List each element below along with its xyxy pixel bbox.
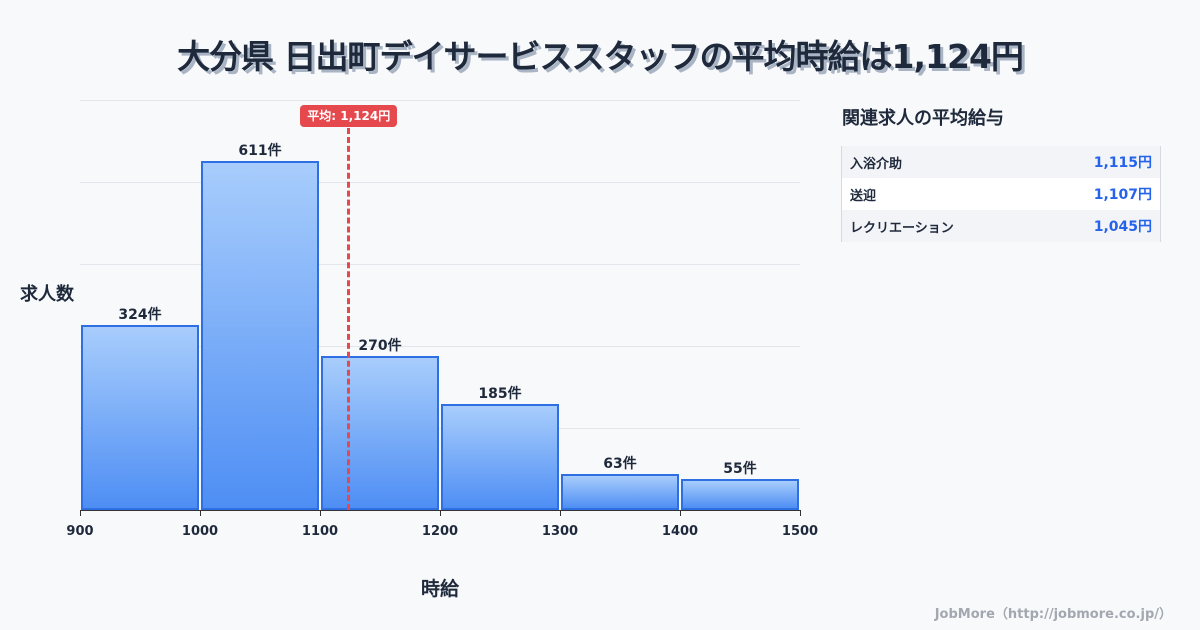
- related-salary-row: 入浴介助 1,115円: [842, 146, 1160, 178]
- histogram-bar: [321, 356, 439, 510]
- related-salary-title: 関連求人の平均給与: [842, 108, 1004, 129]
- bar-value-label: 270件: [358, 338, 402, 354]
- bar-value-label: 63件: [603, 456, 637, 472]
- mean-line: [347, 128, 351, 510]
- x-tick: [320, 510, 321, 516]
- page-title: 大分県 日出町デイサービススタッフの平均時給は1,124円: [177, 37, 1024, 76]
- histogram-chart: 求人数 324件 611件 270件 185件 63件 55件 900 1000 1100 12…: [20, 100, 818, 600]
- x-tick-label: 1500: [781, 524, 819, 539]
- bar-value-label: 611件: [238, 143, 282, 159]
- related-job-value: 1,045円: [1093, 219, 1152, 235]
- bar-value-label: 324件: [118, 307, 162, 323]
- x-tick-label: 1300: [541, 524, 579, 539]
- histogram-bar: [441, 404, 559, 510]
- mean-badge: 平均: 1,124円: [300, 105, 398, 127]
- x-tick: [440, 510, 441, 516]
- related-salary-table: 入浴介助 1,115円 送迎 1,107円 レクリエーション 1,045円: [841, 146, 1161, 242]
- x-tick-label: 1100: [301, 524, 339, 539]
- gridline: [80, 346, 800, 347]
- histogram-bar: [681, 479, 799, 510]
- x-tick-label: 1200: [421, 524, 459, 539]
- x-tick: [560, 510, 561, 516]
- x-tick: [200, 510, 201, 516]
- gridline: [80, 428, 800, 429]
- x-tick: [800, 510, 801, 516]
- x-tick: [80, 510, 81, 516]
- related-job-value: 1,115円: [1093, 155, 1152, 171]
- histogram-bar: [201, 161, 319, 510]
- histogram-bar: [561, 474, 679, 510]
- y-axis-label: 求人数: [20, 284, 74, 305]
- x-tick: [680, 510, 681, 516]
- footer-credit: JobMore（http://jobmore.co.jp/）: [934, 607, 1172, 622]
- gridline: [80, 264, 800, 265]
- gridline: [80, 100, 800, 101]
- x-tick-label: 900: [66, 524, 94, 539]
- related-job-name: 入浴介助: [850, 156, 903, 172]
- related-salary-row: レクリエーション 1,045円: [842, 210, 1160, 242]
- x-tick-label: 1400: [661, 524, 699, 539]
- bar-value-label: 185件: [478, 386, 522, 402]
- related-job-value: 1,107円: [1093, 187, 1152, 203]
- bar-value-label: 55件: [723, 461, 757, 477]
- related-job-name: 送迎: [850, 188, 877, 204]
- related-job-name: レクリエーション: [850, 220, 954, 236]
- histogram-bar: [81, 325, 199, 510]
- related-salary-row: 送迎 1,107円: [842, 178, 1160, 210]
- gridline: [80, 182, 800, 183]
- x-axis-label: 時給: [420, 578, 459, 600]
- x-tick-label: 1000: [181, 524, 219, 539]
